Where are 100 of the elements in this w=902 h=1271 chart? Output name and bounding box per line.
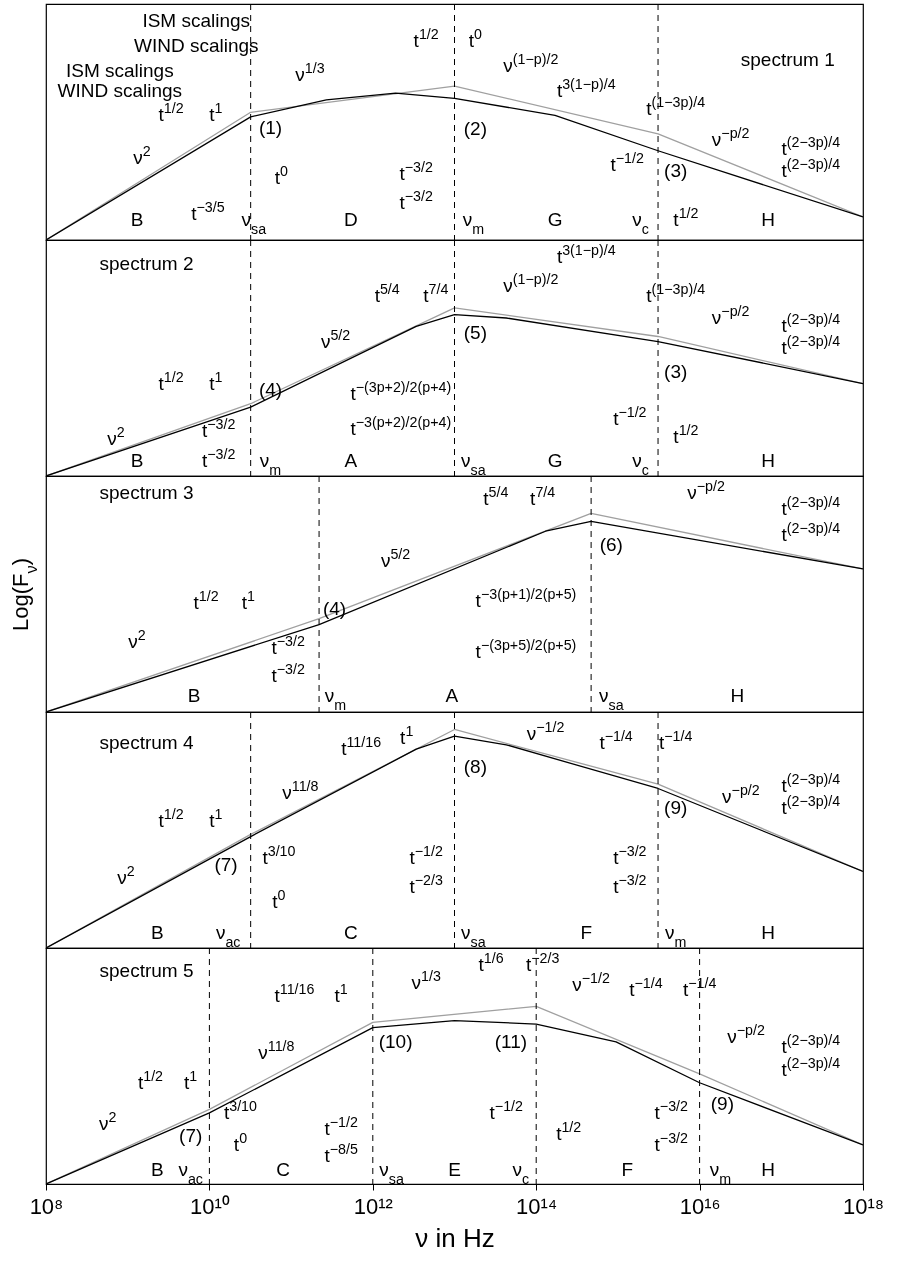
annotation: t$^{−1/2}$ (324, 1113, 358, 1139)
annotation: (4) (322, 597, 347, 619)
annotation: A (445, 685, 459, 707)
annotation: t$^{1/2}$ (193, 587, 219, 613)
annotation: ν$^{2}$ (133, 143, 151, 169)
annotation: ν$^{2}$ (99, 1108, 117, 1134)
x-tick-label: 10⁸ (29, 1193, 64, 1219)
annotation: t$^{(2−3p)/4}$ (781, 1055, 841, 1081)
annotation: t$^{−1/2}$ (613, 403, 647, 429)
annotation: t$^{1/2}$ (673, 204, 699, 230)
text: ν$^{1/3}$ (295, 60, 325, 86)
annotation: ν$^{−p/2}$ (711, 124, 750, 150)
annotation: H (761, 208, 775, 230)
annotation: B (150, 921, 164, 943)
annotation: ν$_{c}$ (632, 208, 649, 237)
annotation: t$^{3/10}$ (223, 1097, 258, 1123)
annotation: t$^{−3/2}$ (399, 188, 433, 214)
annotation: (4) (258, 379, 283, 401)
annotation: ν$^{−p/2}$ (711, 302, 750, 328)
annotation: ν$^{2}$ (117, 863, 135, 889)
annotation: t$^{3/10}$ (262, 843, 296, 869)
annotation: t$^{−3/2}$ (202, 445, 236, 471)
annotation: E (448, 1158, 461, 1180)
annotation: B (187, 685, 201, 707)
annotation: t$^{−3/2}$ (399, 158, 433, 184)
annotation: t$^{(2−3p)/4}$ (781, 520, 841, 546)
annotation: t$^{0}$ (274, 163, 289, 189)
annotation: t$^{0}$ (272, 887, 286, 913)
text: t$^{3(1−p)/4}$ (556, 242, 616, 268)
annotation: ν$^{−p/2}$ (722, 782, 760, 808)
text: spectrum 2 (99, 253, 194, 275)
annotation: (7) (179, 1125, 203, 1147)
annotation: t$^{1/2}$ (556, 1119, 582, 1145)
text: ν$^{−p/2}$ (687, 478, 725, 504)
annotation: ν$_{m}$ (324, 685, 347, 714)
annotation: t$^{(1−3p)/4}$ (646, 94, 706, 120)
annotation: spectrum 4 (99, 731, 194, 753)
annotation: t$^{−3/2}$ (202, 415, 236, 441)
annotation: H (761, 921, 775, 943)
text: t$^{5/4}$ (374, 281, 400, 307)
x-axis-title: ν in Hz (415, 1222, 495, 1253)
text: ν$^{(1−p)/2}$ (503, 51, 559, 77)
annotation: t$^{−3/2}$ (271, 633, 305, 659)
annotation: A (344, 449, 358, 471)
annotation: t$^{1}$ (400, 723, 414, 749)
text: t$^{−1/4}$ (629, 975, 663, 1001)
annotation: t$^{−(3p+5)/2(p+5)}$ (475, 637, 577, 663)
annotation: ν$_{c}$ (632, 449, 649, 478)
annotation: t$^{0}$ (233, 1129, 248, 1155)
annotation: (6) (599, 534, 623, 556)
annotation: ν$^{−p/2}$ (727, 1021, 765, 1047)
annotation: ν$^{5/2}$ (380, 546, 411, 572)
text: t$^{5/4}$ (483, 484, 509, 510)
annotation: ν$_{sa}$ (599, 685, 624, 714)
text: ISM scalings (142, 10, 251, 32)
annotation: t$^{1/2}$ (158, 368, 184, 394)
x-tick-label: 10¹⁴ (516, 1193, 558, 1219)
annotation: t$^{−3(p+2)/2(p+4)}$ (350, 413, 452, 439)
annotation: H (730, 685, 745, 707)
annotation: t$^{(2−3p)/4}$ (781, 155, 841, 181)
annotation: (8) (463, 755, 487, 777)
annotation: ν$^{11/8}$ (258, 1037, 295, 1063)
annotation: F (621, 1158, 634, 1180)
text: spectrum 1 (740, 48, 835, 70)
annotation: H (761, 449, 775, 471)
annotation: t$^{−1/2}$ (409, 843, 443, 869)
annotation: ν$_{ac}$ (215, 921, 241, 950)
annotation: t$^{(2−3p)/4}$ (781, 1032, 841, 1058)
annotation: t$^{−3/2}$ (654, 1129, 689, 1155)
annotation: t$^{−1/4}$ (659, 727, 693, 753)
annotation: H (761, 1158, 775, 1180)
annotation: t$^{−2/3}$ (409, 871, 443, 897)
annotation: ν$_{m}$ (709, 1158, 732, 1187)
annotation: t$^{−3/5}$ (191, 198, 225, 224)
text: spectrum 5 (99, 959, 194, 981)
text: ν$^{(1−p)/2}$ (503, 271, 559, 297)
annotation: (9) (710, 1093, 734, 1115)
annotation: ν$_{ac}$ (178, 1158, 203, 1187)
text: spectrum 3 (99, 482, 194, 504)
annotation: (1) (258, 116, 283, 138)
annotation: t$^{1/2}$ (673, 422, 699, 448)
annotation: t$^{(2−3p)/4}$ (781, 494, 841, 520)
annotation: t$^{1/2}$ (137, 1067, 164, 1093)
annotation: t$^{−8/5}$ (324, 1140, 358, 1166)
annotation: t$^{1/2}$ (158, 806, 184, 832)
annotation: t$^{1}$ (209, 100, 223, 126)
annotation: t$^{1}$ (209, 368, 223, 394)
annotation: t$^{1}$ (184, 1067, 198, 1093)
annotation: F (580, 921, 593, 943)
annotation: (11) (494, 1030, 528, 1052)
annotation: t$^{1}$ (209, 806, 223, 832)
annotation: t$^{−3/2}$ (271, 661, 305, 687)
annotation: ν$^{11/8}$ (282, 777, 319, 803)
text: WIND scalings (133, 35, 259, 57)
text: t$^{−2/3}$ (525, 950, 560, 976)
x-tick-label: 10¹⁰ (190, 1193, 230, 1219)
annotation: (7) (214, 853, 238, 875)
annotation: D (344, 208, 358, 230)
annotation: G (547, 208, 563, 230)
annotation: (10) (378, 1030, 413, 1052)
